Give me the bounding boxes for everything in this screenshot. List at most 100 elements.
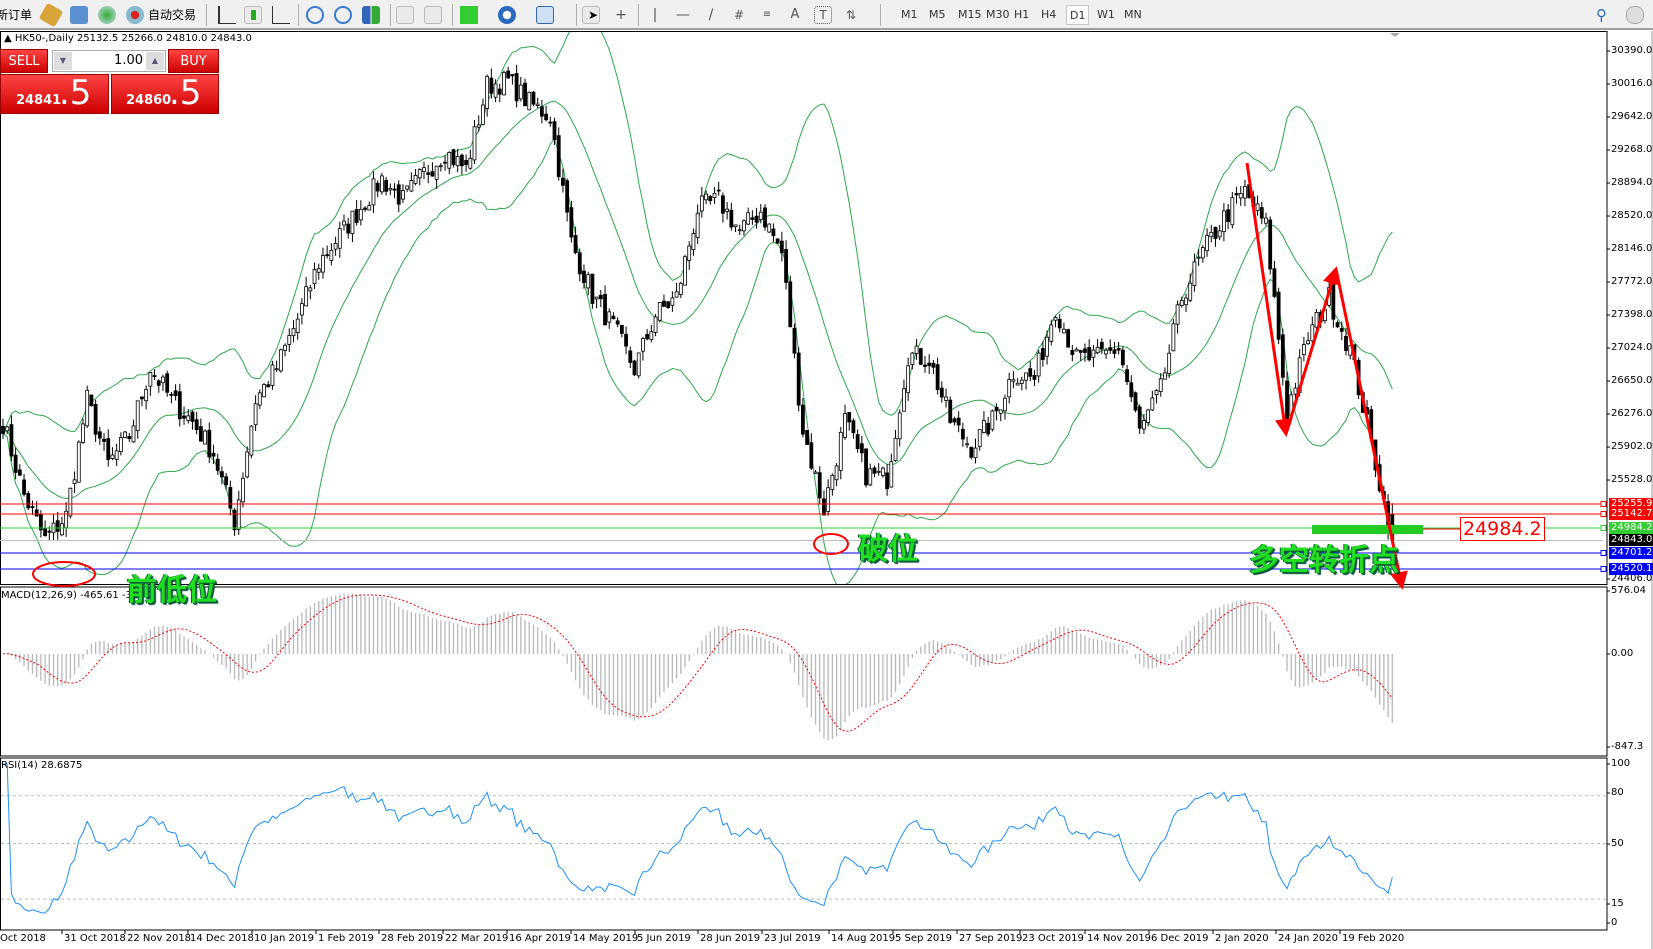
candle-body [207,429,212,458]
candlestick-icon[interactable] [244,6,262,24]
candle-body [535,103,540,107]
horizontal-line-icon[interactable]: — [676,7,690,23]
chart-shift-icon[interactable] [424,6,442,24]
auto-scroll-icon[interactable] [396,6,414,24]
chart-area[interactable] [0,31,1653,949]
timeframe-d1[interactable]: D1 [1066,5,1090,25]
indicators-icon[interactable] [460,6,478,24]
level-handle[interactable] [1600,565,1607,572]
candle-body [733,224,738,228]
candle-body [434,165,439,180]
candle-body [561,177,565,186]
candle-body [283,344,287,351]
candle-body [544,113,548,121]
chat-icon[interactable] [1626,6,1644,24]
level-text-box[interactable]: 24984.2 [1460,517,1545,541]
candle-body [1293,387,1298,395]
signals-icon[interactable] [98,6,116,24]
candle-body [135,400,140,432]
sell-price-button[interactable]: 24841 .5 [0,73,109,114]
timeframe-m30[interactable]: M30 [986,8,1010,21]
candle-body [287,335,292,345]
fibonacci-icon[interactable]: ≡ [762,9,772,20]
cursor-icon[interactable]: ➤ [582,6,600,24]
candle-body [481,104,485,125]
bar-chart-icon[interactable] [218,6,236,24]
timeframe-w1[interactable]: W1 [1097,8,1115,21]
level-handle[interactable] [1600,549,1607,556]
macd-signal-line [2,594,1393,732]
candle-body [1011,379,1016,382]
level-marker-bar [1312,525,1423,534]
candle-body [704,193,708,201]
prev-low-circle [32,561,96,587]
timeframe-h4[interactable]: H4 [1041,8,1057,21]
price-tick-label: 28894.0 [1611,177,1653,188]
candle-body [325,254,330,257]
candle-body [619,324,624,334]
candle-body [295,318,300,334]
collapse-triangle-icon[interactable]: ▲ [4,33,15,44]
market-watch-icon[interactable] [38,2,64,28]
zoom-in-icon[interactable] [306,6,324,24]
buy-button[interactable]: BUY [168,49,219,73]
candle-body [72,479,77,485]
candle-body [464,160,469,166]
crosshair-icon[interactable]: + [615,7,627,23]
lot-increase-button[interactable]: ▲ [146,52,164,70]
date-tick-label: 28 Feb 2019 [381,933,444,944]
price-tick-label: 27772.0 [1611,276,1653,287]
candle-body [1167,352,1172,374]
sell-button[interactable]: SELL [0,49,48,73]
tile-windows-icon[interactable] [362,6,380,24]
auto-trading-button[interactable]: 自动交易 [148,8,197,22]
new-order-button[interactable]: 新订单 [0,8,33,22]
toolbar-separator [452,4,453,26]
trendline-icon[interactable]: / [708,7,714,23]
candle-body [767,223,772,233]
timeframe-h1[interactable]: H1 [1014,8,1030,21]
timeframe-mn[interactable]: MN [1124,8,1142,21]
candle-body [1125,369,1129,383]
candle-body [438,165,443,168]
periods-icon[interactable] [498,6,516,24]
level-handle[interactable] [1600,501,1607,508]
level-handle[interactable] [1600,525,1607,532]
candle-body [805,430,810,445]
candle-body [1163,372,1167,380]
search-icon[interactable]: ⚲ [1596,6,1607,24]
timeframe-m5[interactable]: M5 [929,8,946,21]
arrows-icon[interactable]: ⇅ [845,8,857,22]
text-label-icon[interactable]: T [814,6,832,24]
candle-glyph [251,10,256,20]
candle-body [893,437,898,461]
buy-price-button[interactable]: 24860 .5 [111,73,219,114]
candle-body [902,388,906,412]
candle-body [763,207,767,228]
vertical-line-icon[interactable]: | [652,7,658,23]
templates-icon[interactable] [536,6,554,24]
toolbar-separator [206,4,207,26]
line-chart-icon[interactable] [272,6,290,24]
candle-body [931,362,936,368]
candle-body [611,315,616,320]
text-icon[interactable]: A [790,7,800,22]
auto-trading-icon[interactable] [126,6,144,24]
lot-decrease-button[interactable]: ▼ [54,52,72,70]
timeframe-m1[interactable]: M1 [901,8,918,21]
candle-body [506,70,511,79]
equidistant-channel-icon[interactable]: # [733,8,745,22]
timeframe-m15[interactable]: M15 [958,8,982,21]
zoom-out-icon[interactable] [334,6,352,24]
lot-size-input[interactable]: ▼ 1.00 ▲ [52,50,166,72]
lot-value[interactable]: 1.00 [114,53,143,68]
level-handle[interactable] [1600,511,1607,518]
chart-shift-marker[interactable] [1390,33,1400,37]
candle-body [662,300,666,307]
candle-body [880,467,885,476]
candle-body [784,249,788,283]
navigator-icon[interactable] [70,6,88,24]
candle-body [198,426,203,442]
candle-body [1078,349,1083,353]
candle-body [177,391,182,420]
